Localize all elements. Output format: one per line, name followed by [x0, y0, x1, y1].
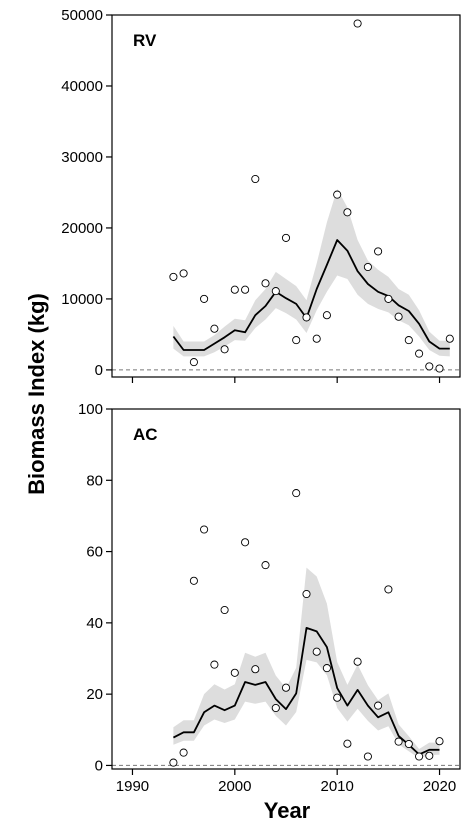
rv-data-point	[404, 336, 413, 345]
rv-y-tick-label: 50000	[61, 7, 103, 24]
ac-data-point	[333, 693, 342, 702]
rv-data-point	[210, 324, 219, 333]
y-axis-title: Biomass Index (kg)	[24, 293, 49, 495]
ac-y-tick-label: 60	[86, 544, 103, 561]
ac-data-point	[179, 748, 188, 757]
rv-plot-frame	[111, 14, 461, 378]
rv-data-point	[394, 312, 403, 321]
ac-data-point	[394, 737, 403, 746]
ac-y-tick-label: 100	[78, 401, 103, 418]
rv-data-point	[445, 334, 454, 343]
rv-data-point	[179, 269, 188, 278]
ac-data-point	[230, 668, 239, 677]
rv-data-point	[241, 285, 250, 294]
rv-data-point	[374, 247, 383, 256]
rv-confidence-band	[173, 188, 450, 357]
rv-y-tick-label: 20000	[61, 220, 103, 237]
rv-data-point	[271, 287, 280, 296]
rv-data-point	[435, 364, 444, 373]
rv-data-point	[312, 334, 321, 343]
rv-data-point	[302, 313, 311, 322]
ac-data-point	[281, 683, 291, 692]
ac-data-point	[261, 561, 270, 570]
rv-data-point	[251, 174, 260, 184]
rv-y-tick-label: 40000	[61, 78, 103, 95]
rv-data-point	[189, 358, 198, 367]
ac-data-point	[384, 585, 393, 594]
rv-data-point	[200, 294, 209, 303]
rv-data-point	[261, 279, 270, 288]
ac-data-point	[435, 737, 444, 746]
ac-x-tick-label: 2020	[423, 778, 456, 795]
ac-panel-label: AC	[133, 425, 158, 444]
ac-data-point	[322, 664, 331, 673]
ac-x-tick-label: 2010	[320, 778, 353, 795]
ac-data-point	[363, 752, 372, 761]
ac-trend-line	[172, 627, 440, 756]
ac-y-tick-label: 80	[86, 472, 103, 489]
ac-data-point	[241, 538, 250, 547]
rv-y-tick-label: 10000	[61, 291, 103, 308]
rv-data-point	[363, 262, 372, 272]
rv-y-tick-label: 0	[95, 362, 103, 379]
rv-data-point	[353, 19, 362, 28]
ac-y-tick-label: 0	[95, 757, 103, 774]
panel-ac: 0 20 40 60 80 100 1990 2000 2010 2020 AC	[78, 401, 461, 795]
ac-y-tick-label: 40	[86, 615, 103, 632]
rv-data-point	[425, 362, 434, 371]
ac-data-point	[292, 489, 301, 498]
rv-data-point	[415, 349, 424, 358]
ac-data-point	[220, 605, 229, 615]
rv-panel-label: RV	[133, 31, 157, 50]
rv-y-tick-label: 30000	[61, 149, 103, 166]
ac-data-point	[302, 589, 311, 599]
ac-y-tick-label: 20	[86, 686, 103, 703]
ac-data-point	[415, 752, 424, 761]
ac-data-point	[189, 576, 198, 585]
ac-plot-frame	[111, 408, 461, 770]
ac-data-point	[200, 525, 209, 534]
ac-data-point	[425, 751, 434, 760]
rv-data-point	[169, 272, 178, 281]
ac-x-tick-label: 2000	[218, 778, 251, 795]
ac-x-tick-label: 1990	[116, 778, 149, 795]
rv-data-point	[333, 190, 342, 199]
rv-data-point	[384, 294, 393, 303]
ac-data-point	[404, 739, 413, 749]
ac-data-point	[271, 703, 280, 713]
x-axis-title: Year	[264, 798, 311, 823]
ac-data-point	[343, 739, 352, 748]
rv-data-point	[322, 311, 331, 320]
rv-data-point	[292, 336, 301, 345]
rv-trend-line	[172, 239, 450, 351]
panel-rv: 0 10000 20000 30000 40000 50000 RV	[61, 7, 461, 383]
rv-data-point	[220, 345, 229, 354]
ac-data-point	[312, 647, 321, 656]
ac-data-point	[210, 660, 219, 669]
ac-data-point	[251, 665, 260, 674]
rv-data-point	[281, 233, 291, 242]
rv-data-point	[343, 208, 352, 217]
ac-data-point	[374, 701, 383, 710]
ac-data-point	[169, 758, 178, 767]
rv-data-point	[230, 285, 239, 294]
ac-data-point	[353, 657, 362, 666]
